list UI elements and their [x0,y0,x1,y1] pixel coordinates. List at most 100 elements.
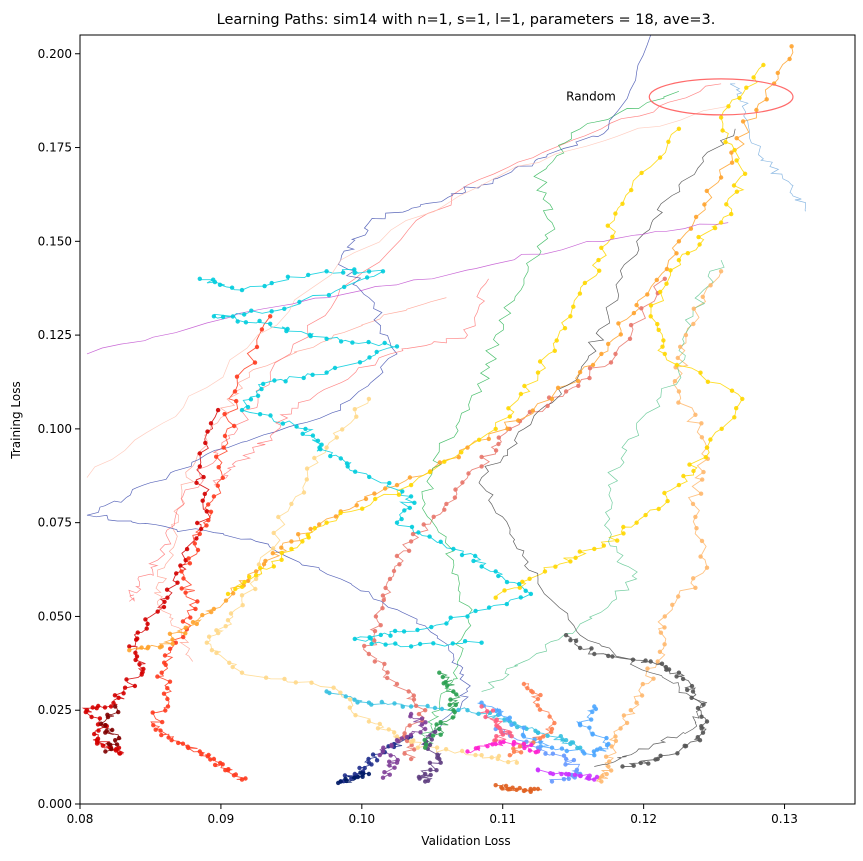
series-5-point [789,44,794,49]
series-9-point [596,257,601,263]
series-4-point [413,703,419,708]
annotation-layer [648,78,794,116]
series-9-point [306,535,311,540]
series-7-point [675,355,680,361]
series-1-point [111,700,116,706]
series-17-point [324,370,329,375]
series-6-point [394,734,400,739]
series-2-point [232,423,237,429]
series-25-point [408,714,413,719]
series-19-point [505,717,510,722]
series-7-point [693,412,698,417]
series-14-point [695,705,701,711]
series-1-point [161,604,167,610]
series-9-point [300,539,305,544]
series-6-point [459,748,465,754]
series-17-point [364,275,370,280]
series-9-point [613,211,618,216]
series-18-point [535,730,541,735]
series-7-point [628,708,633,713]
series-1-point [137,662,142,667]
series-17-point [471,558,476,564]
series-5-point [688,226,694,231]
series-17-point [328,453,333,459]
series-1-point [139,672,144,677]
series-4-point [496,441,501,447]
series-16-point [370,752,376,757]
series-9-point [459,450,464,455]
series-7-point [613,734,618,739]
series-line-34 [729,83,807,212]
series-7-point [658,630,664,635]
series-8-point [718,115,724,120]
series-6-point [443,747,449,752]
series-29-point [113,738,118,743]
series-8-point [697,242,702,247]
series-4-point [385,670,390,675]
series-5-point [170,641,175,646]
series-5-point [599,351,604,357]
series-5-point [183,625,188,630]
series-7-point [693,514,698,520]
series-18-point [400,704,405,709]
series-14-point [690,689,696,694]
series-23-point [490,742,495,747]
series-6-point [375,726,381,731]
series-1-point [121,691,126,696]
series-17-point [282,306,287,311]
series-4-point [496,435,501,440]
series-6-point [209,648,215,653]
series-4-point [431,514,436,519]
series-4-point [421,522,426,527]
series-17-point [324,269,329,274]
series-17-point [394,520,400,525]
series-2-point [187,561,193,566]
series-2-point [233,772,238,777]
series-2-point [234,398,239,404]
series-4-point [442,507,447,512]
series-5-point [577,370,583,375]
series-17-point [417,641,423,647]
series-9-point [247,574,252,579]
series-17-point [308,334,313,339]
series-21-point [521,681,527,687]
series-2-point [186,745,191,751]
series-9-point [605,223,610,228]
series-23-point [485,744,490,749]
series-17-point [310,372,315,377]
series-4-point [411,697,417,702]
series-17-point [297,299,302,305]
series-17-point [407,505,412,511]
series-16-point [342,773,348,778]
series-2-point [186,556,191,561]
series-21-point [547,714,552,719]
series-7-point [690,501,696,507]
series-20-point [563,762,568,767]
series-5-point [363,496,369,502]
series-14-point [699,726,704,731]
series-1-point [202,491,207,497]
series-5-point [775,70,780,76]
series-18-point [408,704,414,709]
series-5-point [505,426,510,431]
series-9-point [610,234,615,239]
series-4-point [479,464,484,469]
series-8-point [573,555,578,560]
series-4-point [493,448,499,453]
series-6-point [293,680,298,685]
series-5-point [231,591,236,596]
series-2-point [169,738,174,743]
series-6-point [347,697,353,702]
series-17-point [450,641,455,646]
series-1-point [92,731,97,737]
series-25-point [380,749,386,754]
series-14-point [680,676,686,682]
series-17-point [368,636,373,641]
series-29-point [109,746,114,752]
series-20-point [566,776,571,781]
series-7-point [624,720,630,726]
y-axis-label: Training Loss [9,381,23,459]
series-18-point [578,745,583,750]
series-7-point [698,554,703,559]
series-1-point [83,709,89,715]
